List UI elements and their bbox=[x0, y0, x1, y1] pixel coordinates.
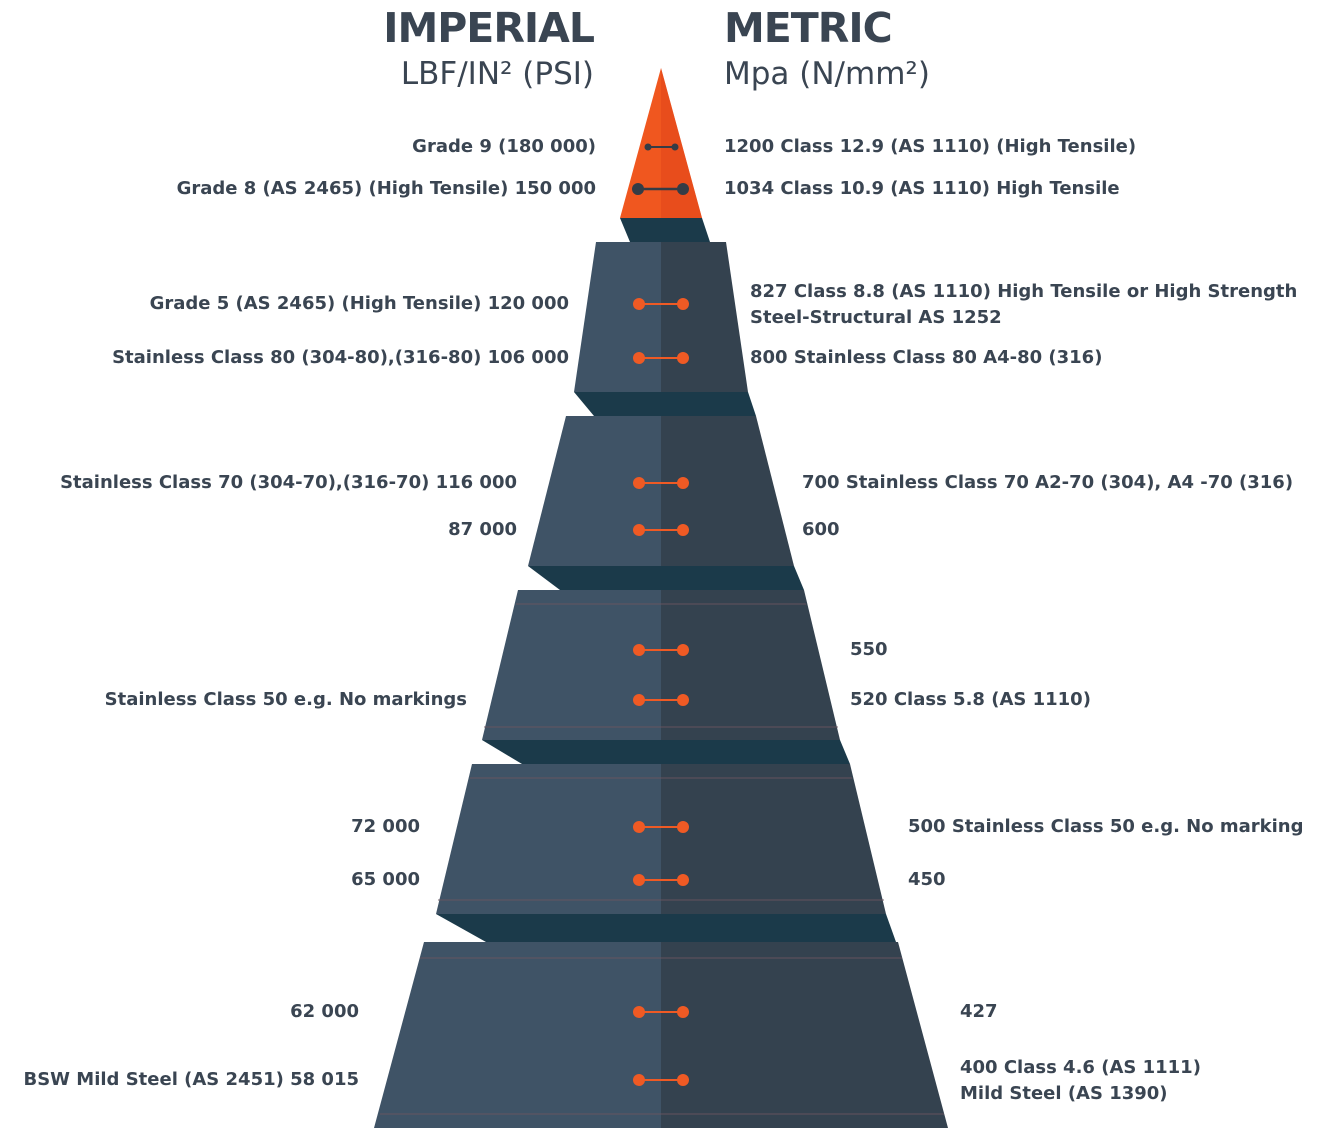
tier-3-right bbox=[661, 590, 840, 740]
imperial-label: Grade 8 (AS 2465) (High Tensile) 150 000 bbox=[176, 178, 596, 199]
metric-label: 600 bbox=[802, 519, 840, 540]
marker-grade-9 bbox=[644, 143, 679, 151]
metric-label-line1: 400 Class 4.6 (AS 1111) bbox=[960, 1057, 1201, 1078]
metric-label-line1: 827 Class 8.8 (AS 1110) High Tensile or … bbox=[750, 281, 1298, 302]
marker-row-10 bbox=[633, 874, 689, 886]
metric-label: 400 Class 4.6 (AS 1111) Mild Steel (AS 1… bbox=[960, 1055, 1201, 1107]
marker-row-6 bbox=[633, 524, 689, 536]
tier-4-right bbox=[661, 764, 886, 914]
marker-row-4 bbox=[633, 352, 689, 364]
imperial-title: IMPERIAL bbox=[383, 4, 595, 52]
metric-label-line2: Mild Steel (AS 1390) bbox=[960, 1083, 1168, 1104]
tier-connector bbox=[482, 740, 850, 764]
tier-connector bbox=[528, 566, 804, 590]
marker-row-7 bbox=[633, 644, 689, 656]
metric-label: 827 Class 8.8 (AS 1110) High Tensile or … bbox=[750, 279, 1297, 331]
imperial-label: Stainless Class 70 (304-70),(316-70) 116… bbox=[60, 472, 517, 493]
imperial-unit: LBF/IN² (PSI) bbox=[400, 56, 594, 92]
metric-label: 500 Stainless Class 50 e.g. No marking bbox=[908, 816, 1304, 837]
metric-label: 700 Stainless Class 70 A2-70 (304), A4 -… bbox=[802, 472, 1294, 493]
metric-label: 450 bbox=[908, 869, 946, 890]
marker-row-3 bbox=[633, 298, 689, 310]
tier-connector bbox=[620, 218, 710, 242]
tier-4-left bbox=[436, 764, 661, 914]
marker-grade-8 bbox=[632, 183, 689, 195]
tip-triangle-shade bbox=[661, 68, 702, 218]
metric-unit: Mpa (N/mm²) bbox=[724, 56, 930, 92]
tier-5-left bbox=[374, 942, 661, 1128]
metric-label: 1200 Class 12.9 (AS 1110) (High Tensile) bbox=[724, 136, 1137, 157]
imperial-label: Stainless Class 80 (304-80),(316-80) 106… bbox=[112, 347, 569, 368]
tier-5-right bbox=[661, 942, 948, 1128]
tier-3-left bbox=[482, 590, 661, 740]
marker-row-9 bbox=[633, 821, 689, 833]
marker-row-5 bbox=[633, 477, 689, 489]
imperial-label: Stainless Class 50 e.g. No markings bbox=[104, 689, 467, 710]
tier-1-right bbox=[661, 242, 748, 392]
metric-label: 800 Stainless Class 80 A4-80 (316) bbox=[750, 347, 1103, 368]
imperial-label: 62 000 bbox=[290, 1001, 359, 1022]
metric-label: 550 bbox=[850, 639, 888, 660]
marker-row-11 bbox=[633, 1006, 689, 1018]
tier-1-left bbox=[574, 242, 661, 392]
tier-2-right bbox=[661, 416, 794, 566]
marker-row-12 bbox=[633, 1074, 689, 1086]
imperial-label: Grade 5 (AS 2465) (High Tensile) 120 000 bbox=[149, 293, 569, 314]
tier-connector bbox=[574, 392, 756, 416]
imperial-label: Grade 9 (180 000) bbox=[412, 136, 596, 157]
metric-label: 520 Class 5.8 (AS 1110) bbox=[850, 689, 1091, 710]
tier-2-left bbox=[528, 416, 661, 566]
metric-label: 1034 Class 10.9 (AS 1110) High Tensile bbox=[724, 178, 1120, 199]
metric-title: METRIC bbox=[724, 4, 893, 52]
marker-row-8 bbox=[633, 694, 689, 706]
metric-label-line2: Steel-Structural AS 1252 bbox=[750, 307, 1002, 328]
imperial-label: 65 000 bbox=[351, 869, 420, 890]
imperial-label: 72 000 bbox=[351, 816, 420, 837]
tier-connector bbox=[436, 914, 896, 942]
imperial-label: BSW Mild Steel (AS 2451) 58 015 bbox=[23, 1069, 360, 1090]
imperial-label: 87 000 bbox=[448, 519, 517, 540]
metric-label: 427 bbox=[960, 1001, 998, 1022]
